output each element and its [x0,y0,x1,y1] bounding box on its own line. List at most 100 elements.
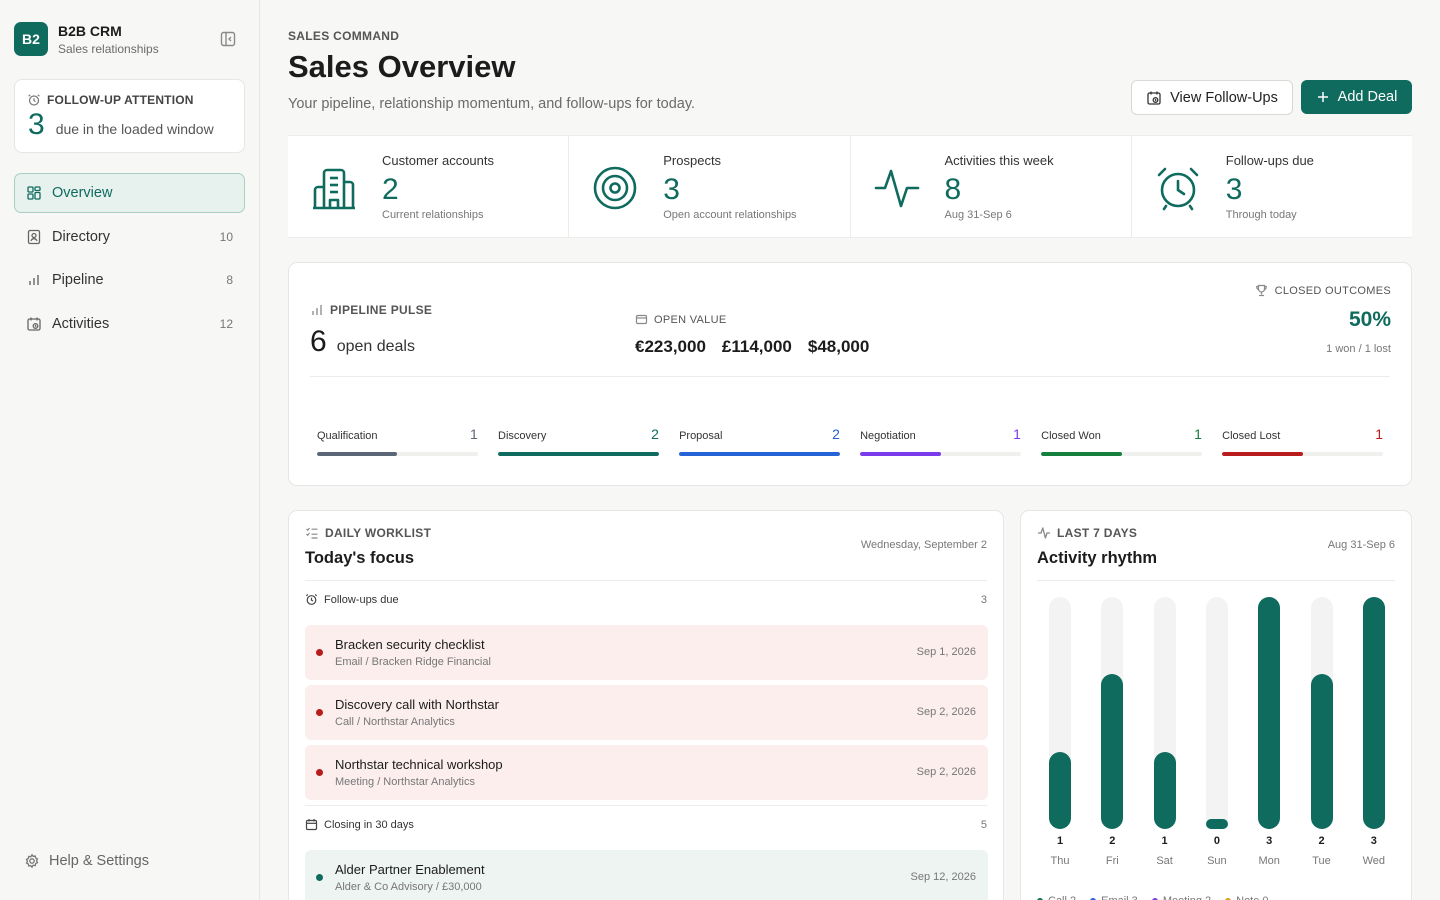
checklist-icon [305,526,325,540]
stage-count: 2 [651,426,659,442]
followups-section-header: Follow-ups due 3 [305,593,987,606]
attention-text: due in the loaded window [55,121,214,137]
plus-icon [1316,90,1338,104]
legend-item: Email 3 [1090,895,1138,900]
kpi-followups-due[interactable]: Follow-ups due 3 Through today [1132,136,1412,237]
page-subtitle: Your pipeline, relationship momentum, an… [288,96,696,112]
sidebar-item-overview[interactable]: Overview [14,173,245,213]
trophy-icon [1255,284,1275,297]
activity-bar-chart: 1 Thu 2 Fri 1 Sat 0 Sun 3 Mon 2 Tue 3 Wed [1037,597,1397,877]
followups-section-count: 3 [980,593,987,606]
rhythm-range: Aug 31-Sep 6 [1327,539,1395,551]
stage-closed-lost[interactable]: Closed Lost 1 [1222,424,1383,456]
add-deal-button[interactable]: Add Deal [1301,80,1412,114]
followup-attention-card[interactable]: FOLLOW-UP ATTENTION 3 due in the loaded … [14,79,245,153]
legend-item: Note 0 [1225,895,1269,900]
stage-progress-bar [860,452,1021,456]
open-value-usd: $48,000 [807,337,870,356]
stage-closed-won[interactable]: Closed Won 1 [1041,424,1202,456]
stage-count: 1 [1375,426,1383,442]
bar-track[interactable] [1310,597,1333,829]
bar-sun [1205,819,1228,829]
calendar-clock-icon [26,316,52,332]
sidebar-nav: Overview Directory 10 Pipeline 8 Activit… [14,173,245,348]
kpi-label: Activities this week [944,153,1054,168]
stage-proposal[interactable]: Proposal 2 [679,424,840,456]
stage-name: Discovery [498,430,547,442]
bar-day-label: Tue [1312,855,1331,867]
stage-progress-fill [498,452,659,456]
task-subtitle: Email / Bracken Ridge Financial [335,656,491,668]
grid-icon [26,185,52,201]
stage-progress-bar [498,452,659,456]
stage-progress-fill [1041,452,1122,456]
activity-rhythm-card: LAST 7 DAYS Activity rhythm Aug 31-Sep 6… [1020,510,1412,900]
bar-track[interactable] [1258,597,1281,829]
kpi-label: Follow-ups due [1225,153,1314,168]
stage-name: Proposal [679,430,723,442]
followup-task-row[interactable]: Northstar technical workshop Meeting / N… [305,745,988,800]
kpi-value: 2 [382,173,399,206]
task-title: Discovery call with Northstar [335,697,499,712]
sidebar-item-directory[interactable]: Directory 10 [14,217,245,257]
sidebar-item-pipeline[interactable]: Pipeline 8 [14,260,245,300]
bar-day-label: Mon [1258,855,1280,867]
stage-list: Qualification 1 Discovery 2 Proposal 2 Nego… [317,424,1383,456]
view-followups-button[interactable]: View Follow-Ups [1131,80,1293,115]
kpi-prospects[interactable]: Prospects 3 Open account relationships [569,136,851,237]
sidebar-item-activities[interactable]: Activities 12 [14,304,245,344]
task-title: Bracken security checklist [335,637,485,652]
stage-qualification[interactable]: Qualification 1 [317,424,478,456]
target-icon [592,165,638,211]
task-subtitle: Meeting / Northstar Analytics [335,776,476,788]
bar-sat [1153,751,1176,829]
followup-task-row[interactable]: Bracken security checklist Email / Brack… [305,625,988,680]
bar-day-label: Fri [1105,855,1119,867]
bar-track[interactable] [1101,597,1124,829]
task-date: Sep 1, 2026 [916,646,976,658]
bar-track[interactable] [1205,597,1228,829]
task-subtitle: Alder & Co Advisory / £30,000 [335,881,482,893]
legend-label: Note 0 [1236,895,1268,900]
kpi-customer-accounts[interactable]: Customer accounts 2 Current relationship… [288,136,570,237]
closing-section-label: Closing in 30 days [324,818,414,831]
worklist-eyebrow: DAILY WORKLIST [325,526,432,540]
task-date: Sep 12, 2026 [910,871,976,883]
attention-count: 3 [28,108,45,141]
sidebar-item-count: 12 [219,317,233,332]
help-settings-label: Help & Settings [49,853,149,869]
stage-name: Closed Won [1041,430,1101,442]
bar-value-label: 2 [1318,835,1325,847]
bar-track[interactable] [1049,597,1071,829]
stage-discovery[interactable]: Discovery 2 [498,424,659,456]
kpi-label: Prospects [663,153,722,168]
sidebar: B2 B2B CRM Sales relationships FOLLOW-UP… [0,0,260,900]
collapse-sidebar-icon[interactable] [219,30,237,48]
bar-chart-icon [26,272,52,288]
task-subtitle: Call / Northstar Analytics [335,716,455,728]
sidebar-item-label: Overview [52,185,113,201]
page-title: Sales Overview [288,49,516,84]
legend-item: Meeting 2 [1151,895,1211,900]
stage-negotiation[interactable]: Negotiation 1 [860,424,1021,456]
followup-task-row[interactable]: Discovery call with Northstar Call / Nor… [305,685,988,740]
priority-dot [316,709,323,716]
stage-progress-bar [679,452,840,456]
followups-section-label: Follow-ups due [324,593,399,606]
bar-value-label: 3 [1370,835,1377,847]
building-icon [311,165,357,211]
legend-dot [1090,898,1097,900]
sidebar-item-count: 10 [219,229,233,244]
kpi-activities-week[interactable]: Activities this week 8 Aug 31-Sep 6 [851,136,1132,237]
bar-day-label: Wed [1362,855,1385,867]
brand-subtitle: Sales relationships [58,41,159,56]
stage-progress-bar [1041,452,1202,456]
bar-track[interactable] [1362,597,1385,829]
stage-name: Closed Lost [1222,430,1281,442]
bar-value-label: 2 [1109,835,1116,847]
bar-track[interactable] [1153,597,1176,829]
kpi-sub: Current relationships [382,209,484,221]
closed-outcomes-sub: 1 won / 1 lost [1326,343,1391,355]
help-settings-link[interactable]: Help & Settings [24,853,149,869]
closing-deal-row[interactable]: Alder Partner Enablement Alder & Co Advi… [305,850,988,900]
